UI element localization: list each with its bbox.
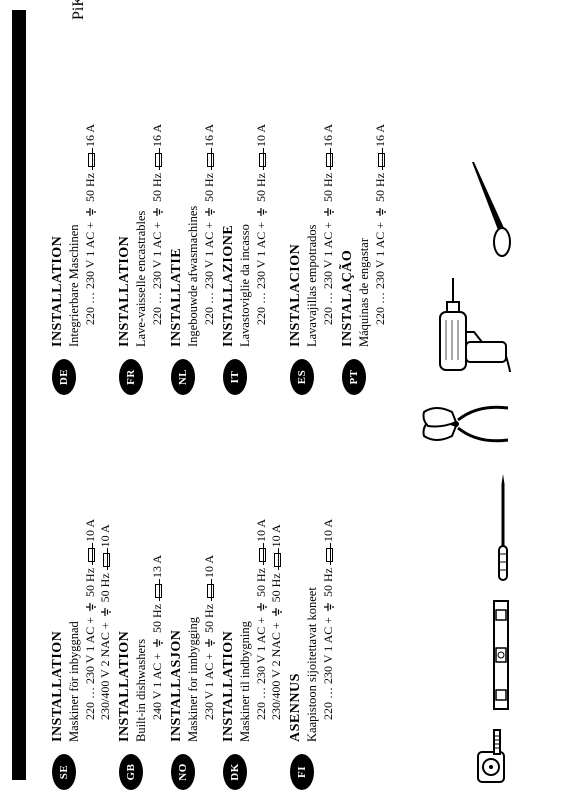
spec-line: 240 V 1 AC + 50 Hz 13 A [150,555,165,720]
country-badge: FI [290,754,314,790]
spec-line: 220 … 230 V 1 AC + 50 Hz 16 A [321,124,336,325]
country-badge: NO [171,754,195,790]
spec-line: 220 … 230 V 1 AC + 50 Hz 16 A [150,124,165,325]
row: GBINSTALLATIONBuilt-in dishwashers240 V … [117,30,165,790]
country-badge: PT [342,359,366,395]
row: NO INSTALLASJONMaskiner for innbygging230… [169,30,217,790]
section-subtitle: Lavastoviglie da incasso [238,124,253,347]
row: FI ASENNUSKaapistoon sijoitettavat koneet… [288,30,336,790]
section-title: INSTALACION [288,124,304,347]
handwritten-note: PiKi 5 x [70,0,88,20]
section-subtitle: Kaapistoon sijoitettavat koneet [305,519,320,742]
section-title: INSTALLAZIONE [221,124,237,347]
country-badge: FR [119,359,143,395]
country-badge: ES [290,359,314,395]
pliers-icon [422,394,512,454]
lang-block-no: NO INSTALLASJONMaskiner for innbygging230… [169,425,217,790]
binding-edge [12,10,26,780]
spec-line: 220 … 230 V 1 AC + 50 Hz 16 A [83,124,98,325]
lang-block-it: IT INSTALLAZIONELavastoviglie da incasso2… [221,30,284,395]
row: SEINSTALLATIONMaskiner för inbyggnad220 … [50,30,113,790]
section-title: INSTALLASJON [169,555,185,742]
section-title: INSTALLATIE [169,124,185,347]
spec-line: 220 … 230 V 1 AC + 50 Hz 10 A [321,519,336,720]
lang-block-se: SE INSTALLATIONMaskiner för inbyggnad220 … [50,425,113,790]
lang-block-dk: DK INSTALLATIONMaskiner til indbygning220… [221,425,284,790]
screwdriver-icon [492,472,512,582]
lang-block-es: ES INSTALACIONLavavajillas empotrados220 … [288,30,336,395]
lang-block-fi: FI ASENNUSKaapistoon sijoitettavat koneet… [288,425,336,790]
section-title: INSTALLATION [117,124,133,347]
section-subtitle: Maskiner til indbygning [238,519,253,742]
spec-line: 230/400 V 2 NAC + 50 Hz 10 A [98,519,113,720]
page-content: SEINSTALLATIONMaskiner för inbyggnad220 … [50,30,512,790]
section-title: INSTALLATION [50,124,66,347]
section-title: ASENNUS [288,519,304,742]
section-title: INSTALAÇÃO [340,124,356,347]
row: DKINSTALLATIONMaskiner til indbygning220… [221,30,284,790]
country-badge: DE [52,359,76,395]
country-badge: IT [223,359,247,395]
section-subtitle: Integrierbare Maschinen [67,124,82,347]
lang-block-de: DE INSTALLATIONIntegrierbare Maschinen220… [50,30,113,395]
awl-icon [468,158,512,258]
lang-block-gb: GB INSTALLATIONBuilt-in dishwashers240 V … [117,425,165,790]
section-subtitle: Maskiner for innbygging [186,555,201,742]
section-subtitle: Built-in dishwashers [134,555,149,742]
spec-line: 220 … 230 V 1 AC + 50 Hz 16 A [373,124,388,325]
section-subtitle: Máquinas de engastar [357,124,372,347]
section-title: INSTALLATION [50,519,66,742]
country-badge: GB [119,754,143,790]
spirit-level-icon [488,600,512,710]
section-title: INSTALLATION [221,519,237,742]
spec-line: 230 V 1 AC + 50 Hz 10 A [202,555,217,720]
spec-line: 230/400 V 2 NAC + 50 Hz 10 A [269,519,284,720]
drill-icon [434,276,512,376]
section-subtitle: Lavavajillas empotrados [305,124,320,347]
lang-block-nl: NL INSTALLATIEIngebouwde afwasmachines220… [169,30,217,395]
row: PT INSTALAÇÃOMáquinas de engastar220 … 23… [340,30,388,790]
lang-block-pt: PT INSTALAÇÃOMáquinas de engastar220 … 23… [340,30,388,395]
country-badge: DK [223,754,247,790]
section-subtitle: Ingebouwde afwasmachines [186,124,201,347]
country-badge: SE [52,754,76,790]
section-title: INSTALLATION [117,555,133,742]
tools-row [422,30,512,790]
spec-line: 220 … 230 V 1 AC + 50 Hz 10 A [254,519,269,720]
section-subtitle: Lave-vaisselle encastrables [134,124,149,347]
spec-line: 220 … 230 V 1 AC + 50 Hz 10 A [83,519,98,720]
spec-line: 220 … 230 V 1 AC + 50 Hz 10 A [254,124,269,325]
tape-measure-icon [466,728,512,784]
section-subtitle: Maskiner för inbyggnad [67,519,82,742]
country-badge: NL [171,359,195,395]
spec-line: 220 … 230 V 1 AC + 50 Hz 16 A [202,124,217,325]
lang-block-fr: FR INSTALLATIONLave-vaisselle encastrable… [117,30,165,395]
